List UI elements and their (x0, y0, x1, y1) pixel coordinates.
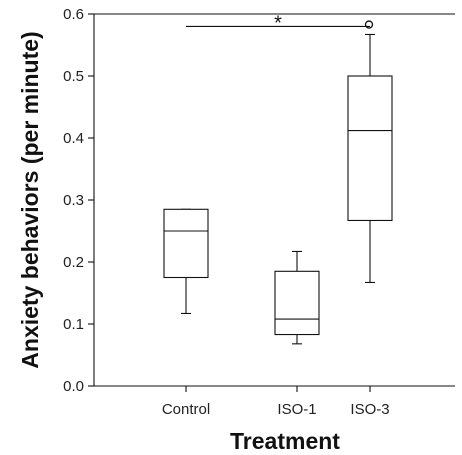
y-tick-label: 0.1 (63, 316, 84, 333)
y-axis: 0.0 0.1 0.2 0.3 0.4 0.5 0.6 (63, 6, 455, 395)
y-axis-title: Anxiety behaviors (per minute) (17, 31, 43, 368)
box-iso-1 (274, 250, 320, 345)
x-axis-title: Treatment (230, 428, 340, 454)
iqr-box (347, 75, 393, 222)
y-tick-label: 0.6 (63, 6, 84, 23)
x-tick-label: ISO-3 (350, 401, 389, 418)
y-tick-label: 0.5 (63, 68, 84, 85)
plot-area: * (163, 12, 393, 345)
x-tick-label: ISO-1 (277, 401, 316, 418)
significance-label: * (274, 12, 282, 34)
iqr-box (163, 208, 209, 279)
y-tick-label: 0.2 (63, 254, 84, 271)
iqr-box (274, 270, 320, 336)
outlier-point (364, 20, 374, 29)
y-tick-label: 0.3 (63, 192, 84, 209)
y-tick-label: 0.4 (63, 130, 84, 147)
x-axis: Control ISO-1 ISO-3 (94, 385, 455, 418)
y-tick-label: 0.0 (63, 378, 84, 395)
box-control (163, 208, 209, 315)
box-iso-3 (347, 20, 393, 284)
x-tick-label: Control (162, 401, 210, 418)
